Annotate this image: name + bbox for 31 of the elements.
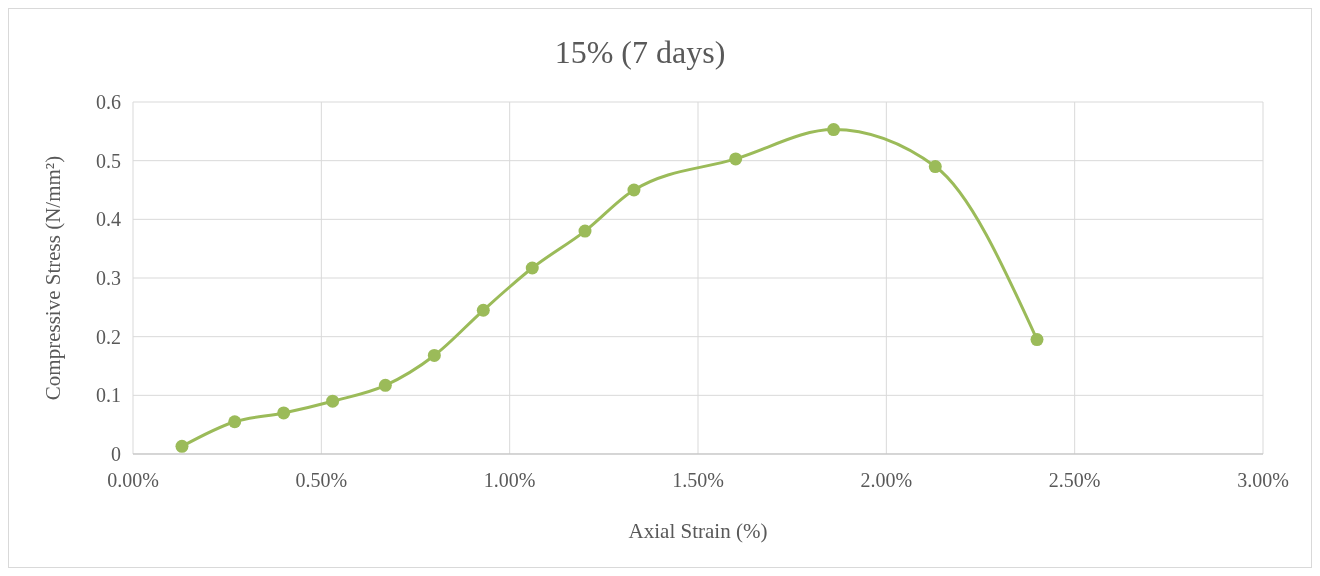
point — [578, 224, 592, 238]
point — [827, 123, 841, 137]
point — [627, 183, 641, 197]
x-tick-label: 2.50% — [1048, 469, 1101, 491]
x-tick-label: 0.00% — [107, 469, 159, 491]
x-axis-title: Axial Strain (%) — [628, 519, 768, 543]
point — [378, 378, 392, 392]
y-tick-label: 0.2 — [96, 325, 121, 348]
point — [1030, 333, 1044, 347]
point — [326, 394, 340, 408]
y-tick-label: 0.5 — [96, 149, 121, 172]
y-axis-title: Compressive Stress (N/mm²) — [41, 155, 65, 401]
point — [729, 152, 743, 166]
y-tick-label: 0.6 — [96, 91, 121, 113]
chart-title: 15% (7 days) — [554, 34, 726, 70]
y-tick-label: 0.1 — [96, 384, 121, 407]
x-tick-label: 2.00% — [860, 469, 913, 491]
x-tick-label: 3.00% — [1237, 469, 1289, 491]
point — [476, 303, 490, 317]
point — [228, 415, 242, 429]
point — [928, 160, 942, 174]
y-tick-label: 0 — [111, 443, 121, 465]
point — [277, 406, 291, 420]
y-tick-label: 0.4 — [96, 208, 121, 231]
point — [525, 261, 539, 275]
y-tick-label: 0.3 — [96, 267, 121, 289]
point — [175, 439, 189, 453]
x-tick-label: 1.50% — [672, 469, 724, 491]
x-tick-label: 0.50% — [295, 469, 348, 491]
point — [427, 348, 441, 362]
x-tick-label: 1.00% — [483, 469, 536, 491]
